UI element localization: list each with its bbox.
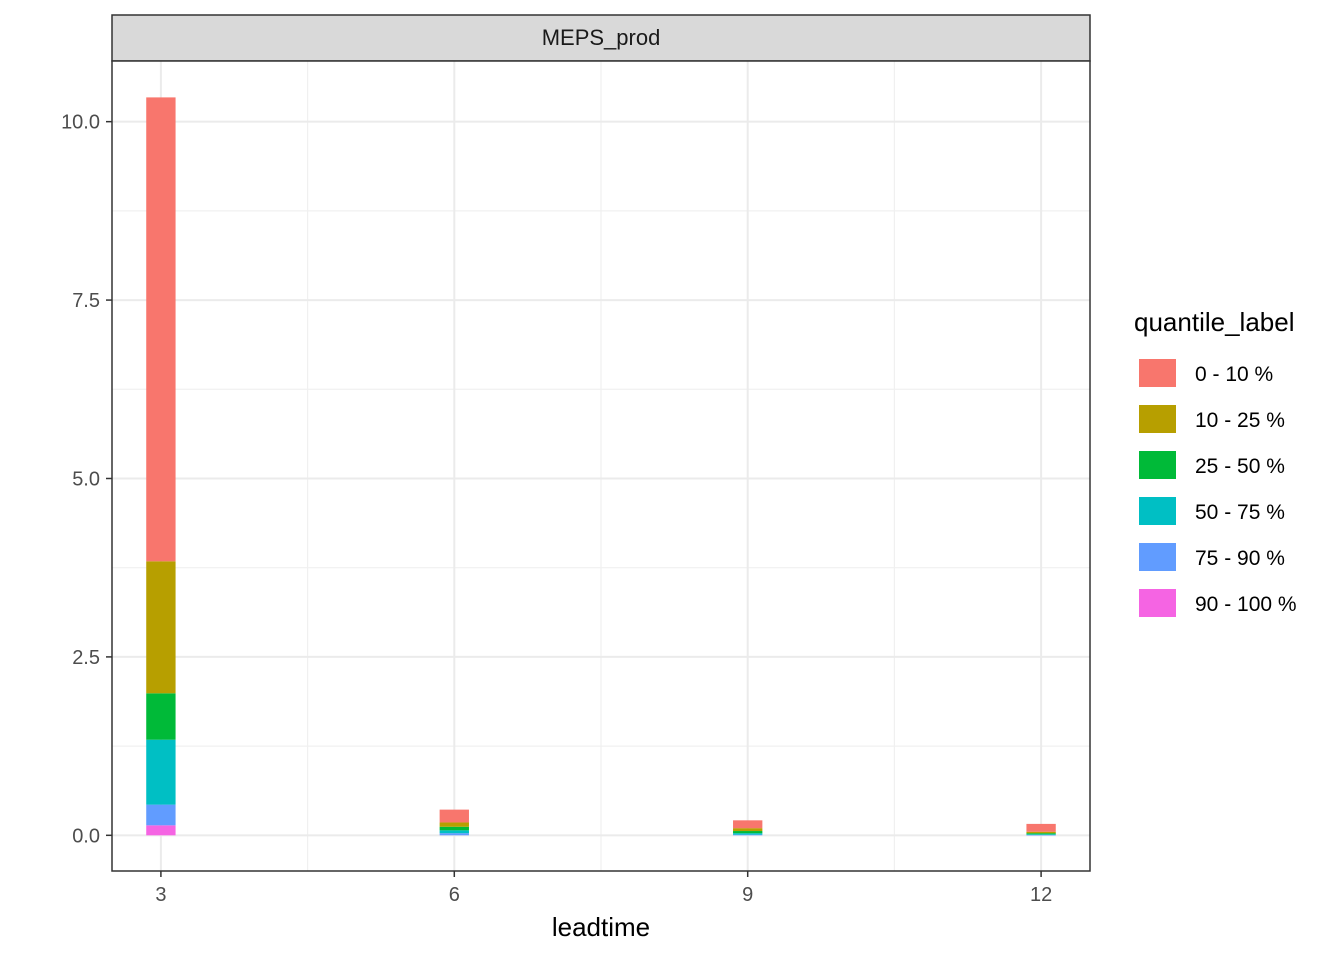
y-tick-label: 10.0 (61, 112, 100, 134)
x-axis-title: leadtime (552, 912, 650, 942)
bar-segment (733, 834, 763, 836)
bar-segment (733, 833, 763, 835)
legend-key (1139, 359, 1176, 387)
legend-key (1139, 405, 1176, 433)
legend-label: 25 - 50 % (1195, 455, 1285, 478)
y-tick-label: 5.0 (72, 468, 100, 490)
bar-segment (733, 828, 763, 832)
legend-title: quantile_label (1134, 307, 1294, 337)
legend-label: 75 - 90 % (1195, 547, 1285, 570)
facet-label: MEPS_prod (542, 25, 661, 50)
x-tick-label: 12 (1030, 884, 1052, 906)
bar-segment (146, 739, 176, 805)
legend-key (1139, 543, 1176, 571)
legend-label: 50 - 75 % (1195, 501, 1285, 524)
bar-segment (1026, 834, 1056, 835)
x-axis: 3 6 9 12 (155, 871, 1052, 906)
facet-strip (111, 14, 1091, 62)
y-tick-label: 0.0 (72, 825, 100, 847)
x-tick-label: 6 (449, 884, 460, 906)
x-tick-label: 9 (742, 884, 753, 906)
bar-segment (439, 833, 469, 836)
bar-segment (1026, 831, 1056, 834)
bar-segment (146, 804, 176, 826)
bar-segment (439, 830, 469, 834)
legend-label: 10 - 25 % (1195, 409, 1285, 432)
bar-segment (146, 97, 176, 562)
legend-label: 90 - 100 % (1195, 593, 1297, 616)
y-tick-label: 7.5 (72, 290, 100, 312)
bar-segment (1026, 834, 1056, 836)
bars (146, 97, 1056, 836)
legend-key (1139, 451, 1176, 479)
legend-label: 0 - 10 % (1195, 363, 1273, 386)
panel-border (111, 60, 1091, 872)
grid (112, 61, 1090, 871)
y-axis: 0.0 2.5 5.0 7.5 10.0 (61, 112, 112, 847)
x-tick-label: 3 (155, 884, 166, 906)
legend-key (1139, 589, 1176, 617)
bar-segment (733, 820, 763, 829)
bar-segment (146, 561, 176, 694)
bar-segment (733, 831, 763, 834)
legend-key (1139, 497, 1176, 525)
bar-segment (439, 822, 469, 827)
y-tick-label: 2.5 (72, 647, 100, 669)
legend: quantile_label 0 - 10 % 10 - 25 % 25 - 50 … (1134, 307, 1297, 617)
bar-segment (439, 826, 469, 831)
bar-segment (146, 825, 176, 836)
bar-segment (1026, 823, 1056, 832)
bar-segment (439, 809, 469, 823)
bar-segment (1026, 833, 1056, 835)
bar-segment (146, 693, 176, 740)
